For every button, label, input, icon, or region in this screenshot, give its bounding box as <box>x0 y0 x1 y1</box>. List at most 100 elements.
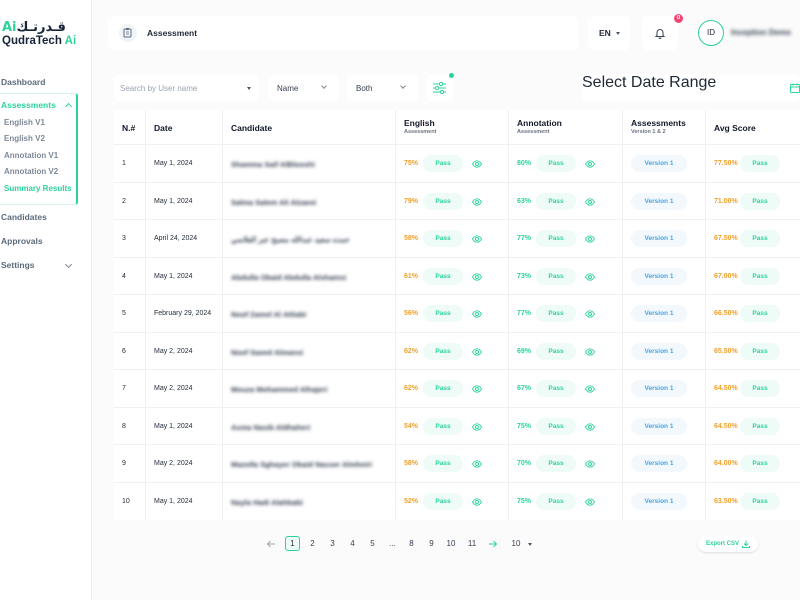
sidebar-item-approvals[interactable]: Approvals <box>1 236 43 246</box>
sidebar-item-assessments[interactable]: Assessments <box>1 100 56 110</box>
sidebar-item-candidates[interactable]: Candidates <box>1 212 47 222</box>
english-score: 54% <box>404 422 419 430</box>
column-header-assessments[interactable]: Assessments Version 1 & 2 <box>623 110 706 144</box>
page-size-select[interactable]: 10 <box>511 539 521 548</box>
eye-icon[interactable] <box>471 459 483 471</box>
version-badge[interactable]: Version 1 <box>631 455 687 472</box>
export-csv-button[interactable]: Export CSV <box>698 536 758 552</box>
candidate-name[interactable]: Mouza Mohammed Alhajeri <box>231 385 328 394</box>
column-header-annotation[interactable]: Annotation Assessment <box>509 110 623 144</box>
eye-icon[interactable] <box>584 309 596 321</box>
column-header-avg-score[interactable]: Avg Score <box>706 110 800 144</box>
eye-icon[interactable] <box>471 497 483 509</box>
avg-score: 64.50% <box>714 385 738 392</box>
version-badge[interactable]: Version 1 <box>631 305 687 322</box>
eye-icon[interactable] <box>584 234 596 246</box>
column-header-date[interactable]: Date <box>146 110 223 144</box>
cell-date: April 24, 2024 <box>146 220 223 258</box>
eye-icon[interactable] <box>584 384 596 396</box>
version-badge[interactable]: Version 1 <box>631 155 687 172</box>
table-row: 7 May 2, 2024 Mouza Mohammed Alhajeri 62… <box>114 369 800 408</box>
eye-icon[interactable] <box>471 347 483 359</box>
version-badge[interactable]: Version 1 <box>631 342 687 360</box>
candidate-name[interactable]: Shamma Saif AlBlooshi <box>231 160 315 169</box>
cell-avg-score: 71.00% Pass <box>706 183 800 221</box>
page-button-5[interactable]: 5 <box>370 539 375 548</box>
sidebar-item-dashboard[interactable]: Dashboard <box>1 77 46 87</box>
eye-icon[interactable] <box>471 272 483 284</box>
page-button-9[interactable]: 9 <box>429 539 434 548</box>
column-header-label: Avg Score <box>714 123 756 133</box>
row-number: 8 <box>122 422 126 430</box>
cell-avg-score: 63.50% Pass <box>706 483 800 521</box>
candidate-name[interactable]: Nayla Hadi Alahbabi <box>231 497 303 507</box>
cell-num: 2 <box>114 182 146 220</box>
eye-icon[interactable] <box>584 197 596 209</box>
chevron-down-icon <box>400 83 406 89</box>
notifications-button[interactable] <box>642 16 678 50</box>
eye-icon[interactable] <box>471 384 483 396</box>
prev-page-icon[interactable] <box>266 539 276 549</box>
avatar[interactable]: ID <box>698 20 724 46</box>
eye-icon[interactable] <box>584 272 596 284</box>
cell-english: 58% Pass <box>396 445 509 483</box>
candidate-name[interactable]: Mazolla Sghayer Obaid Nasser Almheiri <box>231 460 373 469</box>
eye-icon[interactable] <box>584 497 596 509</box>
eye-icon[interactable] <box>584 347 596 359</box>
sidebar-subitem-summary-results[interactable]: Summary Results <box>4 184 72 193</box>
candidate-name[interactable]: Asma Nasib Aldhaheri <box>231 422 311 432</box>
page-button-4[interactable]: 4 <box>350 539 355 548</box>
brand-logo: Aiقـدرتـك QudraTech Ai <box>2 20 92 47</box>
column-header-english[interactable]: English Assessment <box>396 110 509 144</box>
date-range-input[interactable]: Select Date Range <box>582 74 800 102</box>
sort-select[interactable]: Name <box>268 74 339 102</box>
next-page-icon[interactable] <box>488 539 498 549</box>
version-badge[interactable]: Version 1 <box>631 380 687 397</box>
sidebar-item-settings[interactable]: Settings <box>1 260 35 270</box>
sidebar-subitem-annotation-v2[interactable]: Annotation V2 <box>4 167 59 176</box>
eye-icon[interactable] <box>471 422 483 434</box>
version-badge[interactable]: Version 1 <box>631 417 687 435</box>
search-input[interactable]: Search by User name <box>114 74 259 102</box>
eye-icon[interactable] <box>584 159 596 171</box>
eye-icon[interactable] <box>584 459 596 471</box>
sidebar-subitem-annotation-v1[interactable]: Annotation V1 <box>4 151 59 160</box>
candidate-name[interactable]: Abdulla Obaid Abdulla Alshamsi <box>231 272 347 282</box>
version-badge[interactable]: Version 1 <box>631 230 687 247</box>
page-button-3[interactable]: 3 <box>330 539 335 548</box>
version-badge[interactable]: Version 1 <box>631 192 687 210</box>
status-badge: Pass <box>423 455 463 472</box>
user-menu[interactable]: ID Inception Demo <box>690 16 800 50</box>
type-select[interactable]: Both <box>347 74 418 102</box>
page-button-8[interactable]: 8 <box>409 539 414 548</box>
cell-date: May 1, 2024 <box>146 407 223 445</box>
calendar-icon[interactable] <box>790 83 800 93</box>
candidate-name[interactable]: Noof Saeed Almansi <box>231 347 304 357</box>
candidate-name[interactable]: حمده سعيد عبدالله مصبح عبر الفلاسي <box>231 235 350 244</box>
cell-annotation: 69% Pass <box>509 332 623 370</box>
table-row: 5 February 29, 2024 Noof Zamel Al Attiab… <box>114 294 800 333</box>
sidebar-subitem-english-v1[interactable]: English V1 <box>4 118 45 127</box>
sidebar-subitem-english-v2[interactable]: English V2 <box>4 134 45 143</box>
column-header-candidate[interactable]: Candidate <box>223 110 396 144</box>
candidate-name[interactable]: Salma Salem Ali Alzaeei <box>231 197 317 207</box>
candidate-name[interactable]: Noof Zamel Al Attiabi <box>231 310 307 319</box>
status-badge: Pass <box>536 267 576 285</box>
eye-icon[interactable] <box>471 197 483 209</box>
version-badge[interactable]: Version 1 <box>631 492 687 510</box>
eye-icon[interactable] <box>471 234 483 246</box>
eye-icon[interactable] <box>471 159 483 171</box>
status-badge: Pass <box>740 267 780 285</box>
date-placeholder: Select Date Range <box>582 74 717 91</box>
version-badge[interactable]: Version 1 <box>631 267 687 285</box>
language-select[interactable]: EN <box>588 16 630 50</box>
chevron-down-icon[interactable] <box>528 543 532 546</box>
assessments-submenu <box>0 93 78 205</box>
page-button-10[interactable]: 10 <box>446 539 456 548</box>
page-button-11[interactable]: 11 <box>467 539 477 548</box>
eye-icon[interactable] <box>584 422 596 434</box>
page-button-2[interactable]: 2 <box>310 539 315 548</box>
filter-settings-button[interactable] <box>426 74 453 102</box>
eye-icon[interactable] <box>471 309 483 321</box>
page-button-1[interactable]: 1 <box>285 536 300 551</box>
